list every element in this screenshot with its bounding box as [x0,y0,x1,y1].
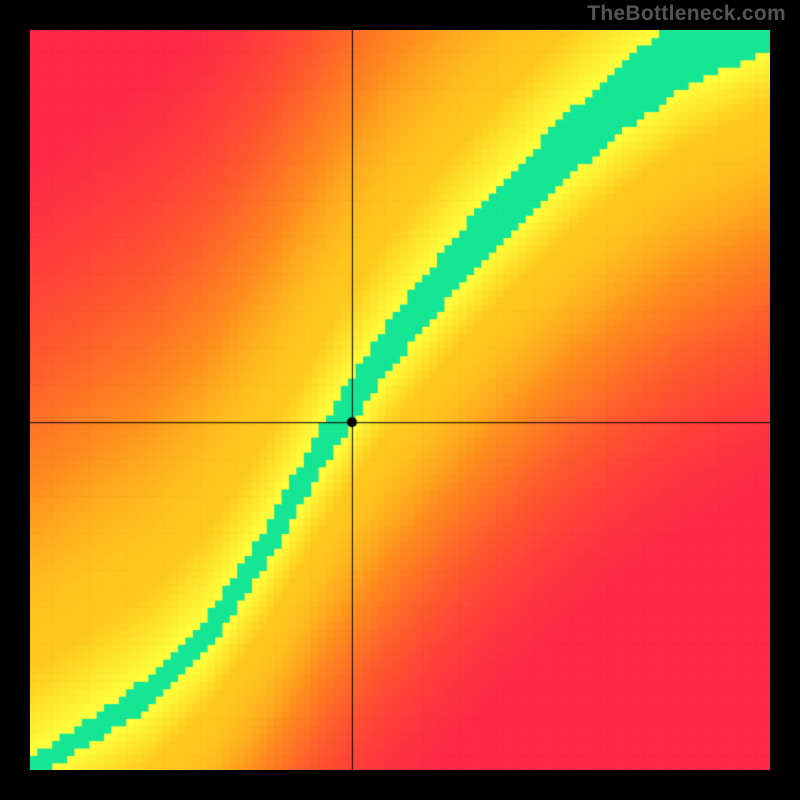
chart-container: TheBottleneck.com [0,0,800,800]
watermark-text: TheBottleneck.com [587,2,786,26]
bottleneck-heatmap [30,30,770,770]
